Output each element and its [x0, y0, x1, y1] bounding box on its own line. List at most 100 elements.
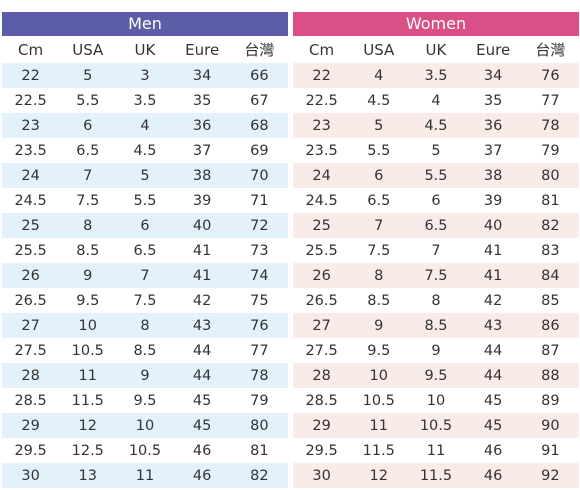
women-cell-taiwan: 86 — [541, 317, 560, 334]
women-table-row: 29.5 11.5 11 46 91 — [293, 438, 579, 463]
women-cell-cm: 26 — [312, 267, 331, 284]
women-cell-uk: 8.5 — [424, 317, 448, 334]
men-cell-cm: 22 — [21, 67, 40, 84]
men-cell-uk: 7 — [140, 267, 150, 284]
men-cell-eure: 42 — [192, 292, 212, 309]
women-cell-uk: 10.5 — [419, 417, 453, 434]
men-table-row: 27 10 8 43 76 — [2, 313, 288, 338]
women-cell-eure: 43 — [483, 317, 503, 334]
men-cell-uk: 3 — [140, 67, 150, 84]
men-cell-cm: 24.5 — [14, 192, 47, 209]
men-cell-usa: 9.5 — [76, 292, 100, 309]
women-cell-eure: 39 — [483, 192, 503, 209]
women-table-row: 26 8 7.5 41 84 — [293, 263, 579, 288]
women-cell-usa: 10.5 — [362, 392, 395, 409]
men-cell-uk: 4.5 — [133, 142, 157, 159]
men-cell-eure: 40 — [192, 217, 212, 234]
men-table-row: 30 13 11 46 82 — [2, 463, 288, 488]
women-cell-eure: 36 — [483, 117, 503, 134]
men-cell-eure: 45 — [192, 392, 212, 409]
women-cell-usa: 5.5 — [367, 142, 391, 159]
men-table-row: 28.5 11.5 9.5 45 79 — [2, 388, 288, 413]
men-cell-uk: 10 — [135, 417, 155, 434]
women-cell-uk: 4 — [431, 92, 441, 109]
women-table-row: 22 4 3.5 34 76 — [293, 63, 579, 88]
women-cell-eure: 34 — [483, 67, 503, 84]
women-cell-uk: 5 — [431, 142, 441, 159]
men-cell-uk: 5.5 — [133, 192, 157, 209]
women-table-row: 26.5 8.5 8 42 85 — [293, 288, 579, 313]
women-cell-eure: 44 — [483, 367, 503, 384]
men-cell-eure: 43 — [192, 317, 212, 334]
men-col-uk: UK — [134, 40, 156, 59]
men-cell-cm: 25.5 — [14, 242, 47, 259]
women-cell-uk: 11.5 — [419, 467, 453, 484]
women-table-row: 28.5 10.5 10 45 89 — [293, 388, 579, 413]
women-cell-eure: 35 — [483, 92, 503, 109]
men-table-row: 26.5 9.5 7.5 42 75 — [2, 288, 288, 313]
women-cell-uk: 9 — [431, 342, 441, 359]
women-cell-taiwan: 83 — [541, 242, 560, 259]
women-column-header-row: Cm USA UK Eure 台灣 — [293, 36, 579, 63]
women-cell-cm: 23 — [312, 117, 331, 134]
women-cell-taiwan: 89 — [541, 392, 560, 409]
women-cell-taiwan: 77 — [541, 92, 560, 109]
women-table-row: 24.5 6.5 6 39 81 — [293, 188, 579, 213]
women-cell-eure: 41 — [483, 267, 503, 284]
men-cell-eure: 39 — [192, 192, 212, 209]
men-cell-eure: 44 — [192, 367, 212, 384]
men-cell-usa: 6.5 — [76, 142, 100, 159]
men-table-row: 23 6 4 36 68 — [2, 113, 288, 138]
men-cell-cm: 29 — [21, 417, 40, 434]
men-cell-taiwan: 82 — [250, 467, 269, 484]
women-cell-taiwan: 85 — [541, 292, 560, 309]
men-table-row: 28 11 9 44 78 — [2, 363, 288, 388]
men-cell-uk: 3.5 — [133, 92, 157, 109]
women-table-row: 23 5 4.5 36 78 — [293, 113, 579, 138]
women-cell-taiwan: 84 — [541, 267, 560, 284]
men-cell-taiwan: 72 — [250, 217, 269, 234]
men-table-row: 29.5 12.5 10.5 46 81 — [2, 438, 288, 463]
men-table-row: 25 8 6 40 72 — [2, 213, 288, 238]
women-cell-cm: 23.5 — [305, 142, 338, 159]
men-table-row: 26 9 7 41 74 — [2, 263, 288, 288]
men-cell-cm: 28 — [21, 367, 40, 384]
men-table-row: 29 12 10 45 80 — [2, 413, 288, 438]
women-cell-eure: 38 — [483, 167, 503, 184]
women-cell-uk: 7 — [431, 242, 441, 259]
men-cell-uk: 9 — [140, 367, 150, 384]
men-cell-usa: 5 — [83, 67, 93, 84]
men-cell-eure: 41 — [192, 267, 212, 284]
men-table-title: Men — [2, 12, 288, 36]
men-cell-cm: 29.5 — [14, 442, 47, 459]
men-cell-taiwan: 70 — [250, 167, 269, 184]
women-cell-taiwan: 82 — [541, 217, 560, 234]
men-cell-cm: 26 — [21, 267, 40, 284]
men-cell-uk: 4 — [140, 117, 150, 134]
women-table-row: 22.5 4.5 4 35 77 — [293, 88, 579, 113]
men-cell-usa: 11 — [78, 367, 97, 384]
women-cell-eure: 46 — [483, 442, 503, 459]
men-col-eure: Eure — [185, 40, 220, 59]
women-table-row: 27 9 8.5 43 86 — [293, 313, 579, 338]
women-cell-uk: 5.5 — [424, 167, 448, 184]
women-size-grid: Cm USA UK Eure 台灣 22 4 3.5 34 76 22.5 4.5 4 35 77… — [293, 36, 579, 488]
men-cell-cm: 28.5 — [14, 392, 47, 409]
men-cell-cm: 26.5 — [14, 292, 47, 309]
women-table-row: 24 6 5.5 38 80 — [293, 163, 579, 188]
men-cell-taiwan: 76 — [250, 317, 269, 334]
men-cell-usa: 7 — [83, 167, 93, 184]
women-cell-usa: 6 — [374, 167, 384, 184]
men-cell-taiwan: 78 — [250, 367, 269, 384]
women-cell-taiwan: 92 — [541, 467, 560, 484]
men-table-row: 27.5 10.5 8.5 44 77 — [2, 338, 288, 363]
women-cell-taiwan: 76 — [541, 67, 560, 84]
women-col-usa: USA — [363, 40, 395, 59]
men-cell-uk: 6 — [140, 217, 150, 234]
women-cell-usa: 7 — [374, 217, 384, 234]
men-cell-cm: 22.5 — [14, 92, 47, 109]
women-cell-cm: 27.5 — [305, 342, 338, 359]
women-cell-usa: 10 — [369, 367, 388, 384]
men-table-row: 24.5 7.5 5.5 39 71 — [2, 188, 288, 213]
women-cell-uk: 9.5 — [424, 367, 448, 384]
